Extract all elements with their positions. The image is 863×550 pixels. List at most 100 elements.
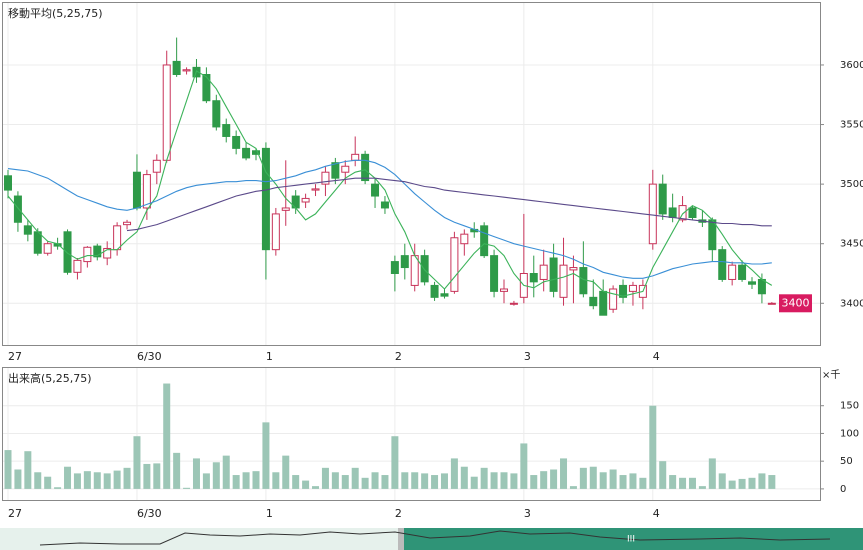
volume-bar xyxy=(758,473,766,489)
candle-body xyxy=(103,247,112,259)
ma-line xyxy=(126,177,772,232)
volume-bar xyxy=(252,471,260,489)
volume-bar xyxy=(540,471,548,489)
volume-bar xyxy=(44,476,52,489)
volume-bar xyxy=(302,480,310,489)
candle-body xyxy=(539,264,548,280)
candle-body xyxy=(738,264,747,280)
candle-body xyxy=(351,153,360,161)
candle-body xyxy=(321,171,330,185)
x-tick-label: 27 xyxy=(8,350,22,363)
volume-bar xyxy=(321,467,329,489)
candle-body xyxy=(400,255,409,269)
volume-bar xyxy=(133,436,141,489)
x-tick-label: 1 xyxy=(266,507,273,520)
volume-bar xyxy=(589,466,597,489)
x-tick-label: 27 xyxy=(8,507,22,520)
y-tick-label: 150 xyxy=(840,401,859,412)
candle-body xyxy=(500,288,508,292)
candle-body xyxy=(430,284,439,298)
y-tick-label: 3450 xyxy=(840,239,863,250)
volume-bar xyxy=(351,467,359,489)
volume-bar xyxy=(768,475,776,489)
volume-bar xyxy=(431,475,439,489)
candle-body xyxy=(589,296,598,307)
candle-body xyxy=(132,171,141,209)
volume-bar xyxy=(222,455,230,489)
candle-body xyxy=(559,264,568,298)
candle-body xyxy=(658,183,667,215)
candle-body xyxy=(13,195,22,223)
ma-line xyxy=(7,159,772,279)
candle-body xyxy=(619,284,628,298)
last-price-box xyxy=(779,294,812,313)
y-tick-label: 3550 xyxy=(840,120,863,131)
volume-bar xyxy=(24,451,32,489)
volume-bar xyxy=(163,383,171,489)
volume-bar xyxy=(173,452,181,489)
candle-body xyxy=(33,231,42,254)
navigator-handle[interactable] xyxy=(398,528,404,550)
x-tick-label: 4 xyxy=(653,507,660,520)
candle-body xyxy=(301,197,310,203)
candle-body xyxy=(490,255,499,292)
x-tick-label: 6/30 xyxy=(137,350,162,363)
volume-bar xyxy=(450,458,458,489)
volume-bar xyxy=(73,473,81,489)
candle-body xyxy=(509,302,518,305)
volume-bar xyxy=(381,475,389,489)
y-tick-label: 3400 xyxy=(840,298,863,309)
navigator-grip[interactable]: III xyxy=(627,535,635,545)
candle-body xyxy=(93,245,102,258)
volume-bar xyxy=(421,473,429,489)
price-panel xyxy=(2,2,821,346)
volume-title: 出来高(5,25,75) xyxy=(8,371,92,385)
volume-bar xyxy=(14,469,22,489)
volume-bar xyxy=(679,477,687,489)
y-tick-label: 100 xyxy=(840,428,859,439)
candle-body xyxy=(609,288,618,310)
candle-body xyxy=(767,302,776,305)
volume-bar xyxy=(331,472,339,489)
volume-bar xyxy=(708,458,716,489)
candle-body xyxy=(222,124,231,137)
candle-body xyxy=(182,69,191,72)
volume-bar xyxy=(34,472,42,489)
volume-unit: ×千 xyxy=(822,369,840,381)
candle-body xyxy=(281,207,290,211)
x-tick-label: 3 xyxy=(524,350,531,363)
candle-body xyxy=(83,246,92,263)
volume-bar xyxy=(183,487,191,489)
candle-body xyxy=(371,183,380,197)
candle-body xyxy=(212,100,221,128)
y-tick-label: 3600 xyxy=(840,60,863,71)
candle-body xyxy=(23,225,32,235)
volume-bar xyxy=(629,473,637,489)
volume-bar xyxy=(153,463,161,489)
volume-bar xyxy=(113,470,121,489)
candle-body xyxy=(688,207,697,218)
candle-body xyxy=(261,147,270,251)
volume-bar xyxy=(669,475,677,489)
candle-body xyxy=(202,73,211,102)
volume-bar xyxy=(232,475,240,489)
candle-body xyxy=(529,273,538,283)
volume-bar xyxy=(361,477,369,489)
volume-bar xyxy=(510,473,518,489)
volume-bar xyxy=(282,455,290,489)
navigator-bg xyxy=(0,528,400,550)
y-tick-label: 50 xyxy=(840,456,853,467)
volume-bar xyxy=(143,463,151,489)
volume-bar xyxy=(599,472,607,489)
candle-body xyxy=(252,150,260,155)
volume-bar xyxy=(123,467,131,489)
last-price-label: 3400 xyxy=(782,296,810,309)
y-tick-label: 3500 xyxy=(840,179,863,190)
candle-body xyxy=(73,259,82,273)
x-tick-label: 1 xyxy=(266,350,273,363)
candle-body xyxy=(232,135,241,149)
volume-bar xyxy=(609,469,617,489)
volume-bar xyxy=(520,443,528,489)
volume-bar xyxy=(242,472,250,489)
